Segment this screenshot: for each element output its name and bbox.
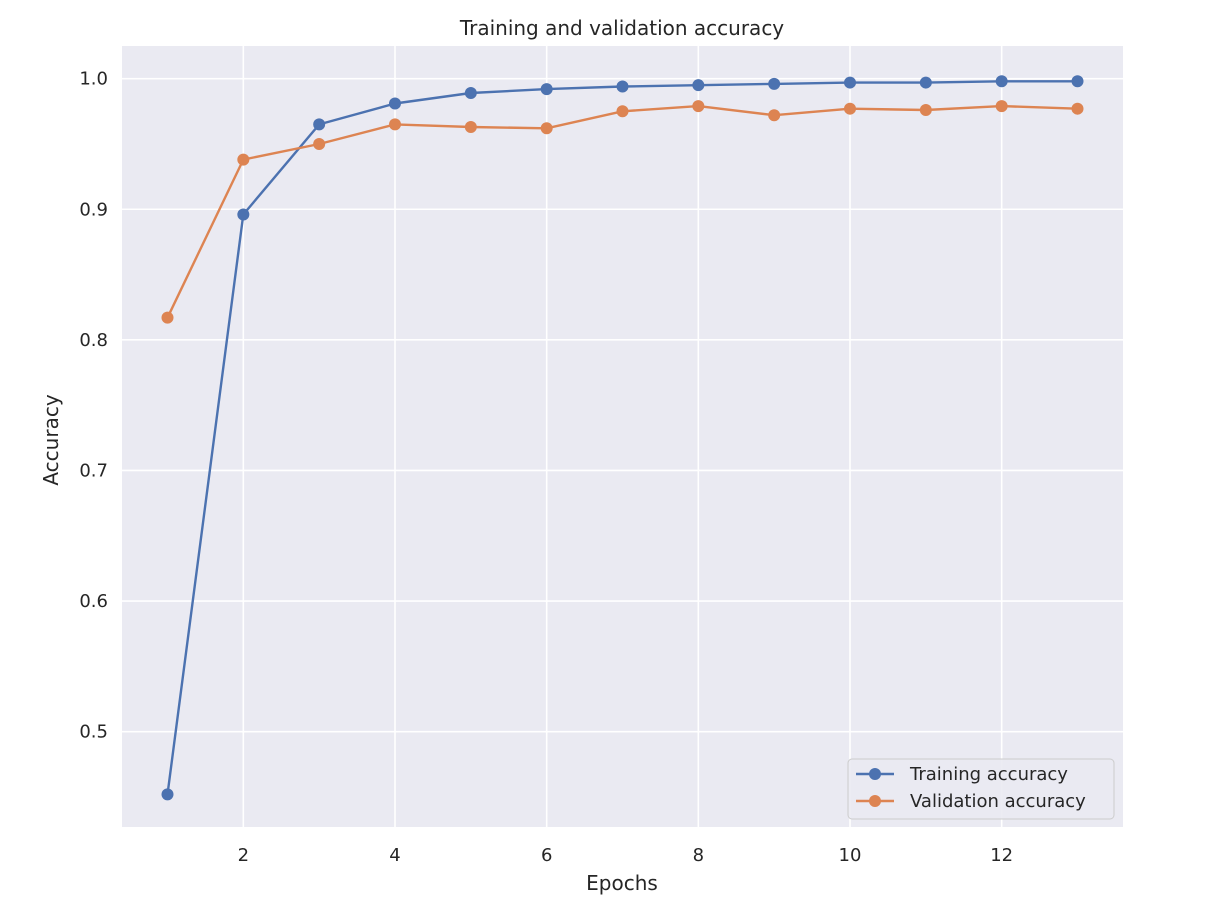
data-point [1071, 102, 1084, 115]
series-layer [161, 75, 1084, 801]
data-point [768, 109, 781, 122]
x-tick-label: 10 [839, 845, 862, 866]
y-tick-label: 0.7 [79, 460, 108, 481]
data-point [844, 76, 856, 89]
legend-entry: Validation accuracy [856, 791, 1086, 812]
data-point [995, 75, 1008, 88]
data-point [313, 137, 326, 150]
legend: Training accuracy Validation accuracy [847, 758, 1115, 820]
plot-area [122, 46, 1123, 827]
y-tick-label: 0.8 [79, 330, 108, 351]
tick-labels: 2 4 6 8 10 12 0.5 0.6 0.7 0.8 0.9 1.0 [79, 69, 1013, 866]
data-point [389, 97, 401, 110]
data-point [844, 102, 856, 115]
x-tick-label: 6 [541, 845, 552, 866]
data-point [919, 76, 932, 89]
data-point [389, 118, 401, 131]
x-axis-label: Epochs [586, 871, 658, 895]
data-point [161, 311, 174, 324]
data-point [692, 79, 705, 92]
legend-label: Training accuracy [909, 764, 1068, 785]
series-validation-accuracy [161, 100, 1084, 324]
data-point [464, 120, 477, 133]
y-tick-label: 1.0 [79, 69, 108, 90]
grid [122, 46, 1123, 827]
legend-swatch-marker [869, 768, 881, 780]
x-tick-label: 12 [990, 845, 1013, 866]
data-point [237, 153, 250, 166]
series-training-accuracy [161, 75, 1084, 801]
data-point [616, 80, 629, 93]
data-point [1071, 75, 1084, 88]
data-point [237, 208, 250, 221]
legend-swatch-marker [869, 795, 881, 807]
data-point [616, 105, 629, 118]
legend-entry: Training accuracy [856, 764, 1068, 785]
data-point [919, 103, 932, 116]
y-tick-label: 0.5 [79, 722, 108, 743]
data-point [768, 77, 781, 90]
data-point [540, 122, 553, 135]
data-point [692, 100, 705, 113]
x-tick-label: 2 [238, 845, 249, 866]
chart-title: Training and validation accuracy [459, 16, 784, 40]
data-point [313, 118, 326, 131]
data-point [540, 83, 553, 96]
data-point [161, 788, 174, 801]
y-tick-label: 0.9 [79, 199, 108, 220]
legend-label: Validation accuracy [910, 791, 1086, 812]
y-axis-label: Accuracy [39, 394, 63, 485]
x-tick-label: 8 [693, 845, 704, 866]
legend-box [847, 758, 1115, 820]
data-point [995, 100, 1008, 113]
data-point [464, 87, 477, 100]
x-tick-label: 4 [389, 845, 400, 866]
y-tick-label: 0.6 [79, 591, 108, 612]
